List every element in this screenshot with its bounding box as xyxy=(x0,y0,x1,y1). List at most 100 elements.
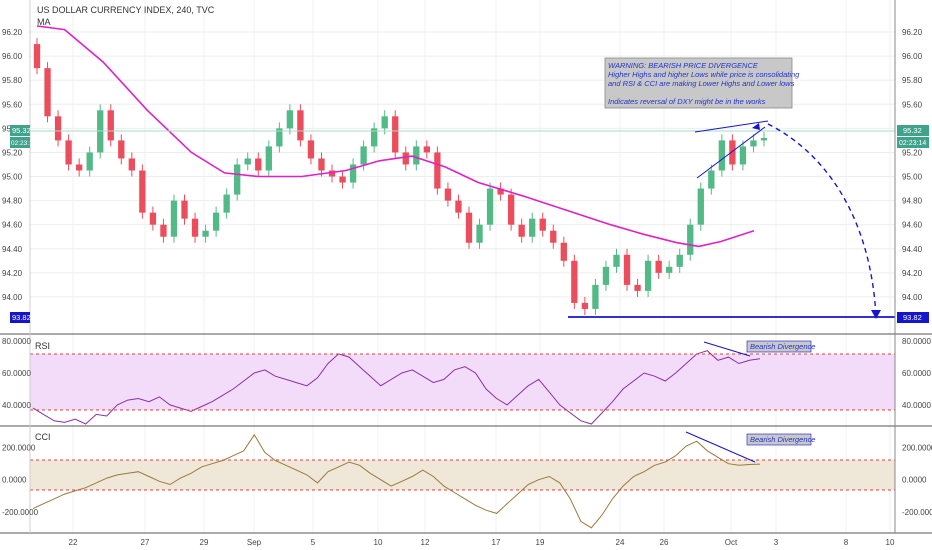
price-tick-label-left: 95.80 xyxy=(2,76,23,85)
price-tick-label: 96.00 xyxy=(902,52,923,61)
chart-title: US DOLLAR CURRENCY INDEX, 240, TVC xyxy=(37,5,215,15)
countdown-tag-left: 02:23:14 xyxy=(10,137,37,148)
last-price-tag-left: 95.32 xyxy=(10,125,31,136)
cci-tick-label-left: -200.0000 xyxy=(2,508,39,517)
candle-body xyxy=(750,140,757,147)
support-price-tag-right: 93.82 xyxy=(897,312,929,323)
cci-divergence-line xyxy=(685,431,756,463)
candle-body xyxy=(655,260,662,273)
candle-body xyxy=(107,110,114,141)
candle-body xyxy=(444,188,452,201)
candle-body xyxy=(118,140,125,159)
cci-line xyxy=(32,433,761,529)
candle-body xyxy=(529,218,536,237)
candle-body xyxy=(234,164,241,195)
candle-body xyxy=(86,152,93,171)
candle-body xyxy=(75,164,83,171)
rsi-tick-label: 60.0000 xyxy=(902,369,931,378)
price-tick-label: 95.80 xyxy=(902,76,923,85)
time-tick-label: 24 xyxy=(616,538,625,547)
candle-body xyxy=(602,266,610,285)
price-tick-label-left: 96.00 xyxy=(2,52,23,61)
svg-text:Bearish Divergence: Bearish Divergence xyxy=(750,342,815,351)
candlestick-series xyxy=(33,38,768,315)
candle-body xyxy=(402,152,409,165)
ma-legend-label: MA xyxy=(37,17,51,27)
cci-divergence-note: Bearish Divergence xyxy=(746,433,815,446)
candle-body xyxy=(708,170,715,189)
candle-body xyxy=(392,116,399,153)
cci-tick-label: 0.0000 xyxy=(902,476,927,485)
cci-tick-label: 200.0000 xyxy=(902,444,932,453)
price-tick-label: 94.40 xyxy=(902,245,923,254)
rsi-axis-labels: 80.0000 80.0000 60.0000 60.0000 40.0000 40.00… xyxy=(2,337,931,410)
candle-body xyxy=(592,284,599,309)
candle-body xyxy=(181,200,188,219)
cci-panel-label: CCI xyxy=(35,432,51,442)
candle-body xyxy=(434,152,441,189)
price-tick-label: 94.80 xyxy=(902,197,923,206)
candle-body xyxy=(644,260,652,291)
price-tick-label: 95.20 xyxy=(902,148,923,157)
candle-body xyxy=(265,146,272,171)
candle-body xyxy=(507,194,515,225)
candle-body xyxy=(666,266,673,273)
wedge-upper-line xyxy=(694,120,769,133)
candle-body xyxy=(339,176,346,183)
support-price-tag-left: 93.82 xyxy=(10,312,31,323)
moving-average-line xyxy=(36,25,755,248)
projection-arrowhead xyxy=(871,310,881,319)
time-tick-label: 17 xyxy=(492,538,501,547)
candle-body xyxy=(739,146,747,165)
time-tick-label: 29 xyxy=(200,538,209,547)
candle-body xyxy=(160,224,167,237)
annotation-line-1: WARNING: BEARISH PRICE DIVERGENCE xyxy=(608,61,759,70)
candle-body xyxy=(286,110,294,129)
candle-body xyxy=(371,128,378,147)
price-tick-label-left: 95.60 xyxy=(2,100,23,109)
time-tick-label: 27 xyxy=(141,538,150,547)
price-tick-label-left: 94.80 xyxy=(2,197,23,206)
svg-text:02:23:14: 02:23:14 xyxy=(11,140,37,147)
time-tick-label: 5 xyxy=(311,538,316,547)
rsi-panel-label: RSI xyxy=(35,341,50,351)
candle-body xyxy=(149,212,157,225)
candle-body xyxy=(349,164,357,183)
rsi-line xyxy=(32,350,761,425)
candle-body xyxy=(44,68,51,117)
candle-body xyxy=(718,140,726,171)
candle-body xyxy=(476,224,483,243)
candle-body xyxy=(65,140,72,165)
candle-body xyxy=(318,158,325,171)
candle-body xyxy=(560,242,567,261)
candle-body xyxy=(760,137,768,141)
time-tick-label: Sep xyxy=(247,538,262,547)
candle-body xyxy=(223,194,230,213)
candle-body xyxy=(581,302,589,309)
candle-body xyxy=(497,188,504,195)
warning-annotation: WARNING: BEARISH PRICE DIVERGENCE Higher… xyxy=(604,57,800,109)
rsi-tick-label-left: 80.0000 xyxy=(2,337,31,346)
candle-body xyxy=(244,158,251,165)
candle-body xyxy=(623,254,631,285)
price-tick-label-left: 95.00 xyxy=(2,173,23,182)
svg-text:95.32: 95.32 xyxy=(12,126,31,135)
rsi-tick-label-left: 60.0000 xyxy=(2,369,31,378)
cci-tick-label-left: 200.0000 xyxy=(2,444,36,453)
annotation-line-5: Indicates reversal of DXY might be in th… xyxy=(608,97,766,106)
candle-body xyxy=(634,284,641,291)
candle-body xyxy=(455,200,462,213)
price-tick-label-left: 94.60 xyxy=(2,221,23,230)
time-tick-label: 8 xyxy=(844,538,849,547)
price-tick-label-left: 96.20 xyxy=(2,28,23,37)
svg-text:95.32: 95.32 xyxy=(903,126,922,135)
svg-text:Bearish Divergence: Bearish Divergence xyxy=(750,435,815,444)
time-tick-label: 3 xyxy=(774,538,779,547)
candle-body xyxy=(328,170,336,177)
candle-body xyxy=(128,158,135,171)
candle-body xyxy=(423,146,430,153)
countdown-tag-right: 02:23:14 xyxy=(897,137,929,148)
time-tick-label: 10 xyxy=(886,538,895,547)
candle-body xyxy=(486,188,494,225)
